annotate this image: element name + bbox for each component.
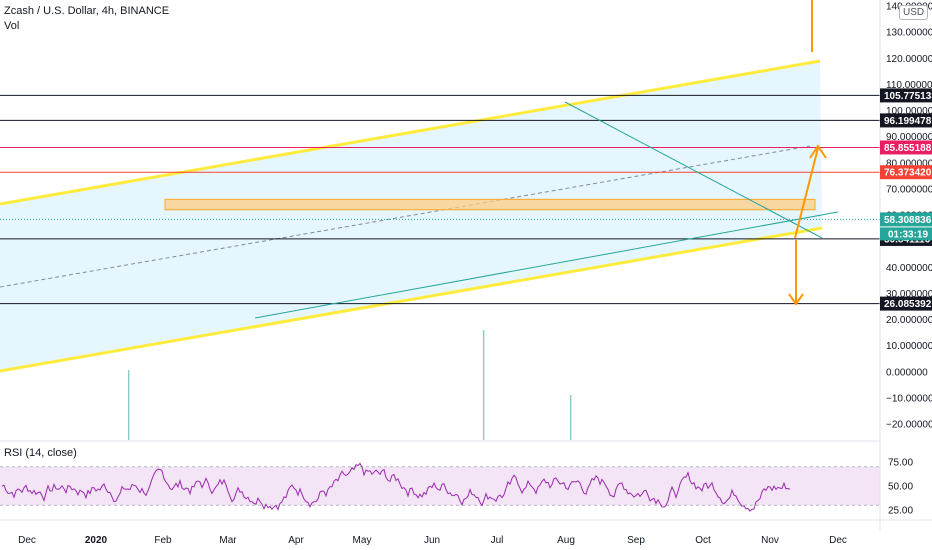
price-tick-13: 10.000000 [886,341,932,352]
time-tick-5: May [353,535,372,546]
time-tick-3: Mar [219,535,237,546]
price-tick-2: 120.000000 [886,54,932,65]
price-tick-6: 80.000000 [886,158,932,169]
rsi-line [1,462,791,512]
bullish-projection-arrow [794,147,819,239]
volume-spike-2 [570,395,572,440]
support-trendline [254,211,839,319]
channel-lower-line [0,226,823,373]
time-tick-6: Jun [424,535,440,546]
level-tag-3: 76.373420 [884,168,932,179]
time-tick-8: Aug [557,535,575,546]
rsi-tick-1: 50.00 [888,482,913,493]
price-tick-4: 100.000000 [886,106,932,117]
countdown-bg [880,227,932,241]
time-tick-12: Dec [829,535,847,546]
countdown-tag: 01:33:19 [888,229,928,240]
bearish-arrow-head [788,293,804,306]
time-tick-4: Apr [288,535,304,546]
time-tick-9: Sep [627,535,645,546]
price-tick-16: −20.000000 [886,420,932,431]
time-tick-1: 2020 [85,535,108,546]
level-tag-0: 105.775133 [884,91,932,102]
rsi-pane [0,440,932,521]
level-tag-2: 85.855188 [884,143,932,154]
price-tick-14: 0.000000 [886,367,928,378]
price-tick-12: 20.000000 [886,315,932,326]
price-pane [0,0,880,373]
level-tag-1-bg [880,113,932,128]
price-tick-5: 90.000000 [886,132,932,143]
current-price-tag-bg [880,212,932,227]
rsi-tick-2: 25.00 [888,506,913,517]
currency-button[interactable]: USD [899,5,929,20]
resistance-zone [164,198,816,211]
symbol-title[interactable]: Zcash / U.S. Dollar, 4h, BINANCE [4,5,170,17]
price-axis[interactable]: 140.000000130.000000120.000000110.000000… [879,0,932,530]
price-tick-15: −10.000000 [886,393,932,404]
level-tag-3-bg [880,165,932,180]
chart-legend: Zcash / U.S. Dollar, 4h, BINANCE Vol [4,4,169,34]
price-tick-7: 70.000000 [886,184,932,195]
channel-fill [0,61,822,371]
time-tick-10: Oct [695,535,711,546]
time-tick-0: Dec [18,535,36,546]
time-tick-7: Jul [491,535,504,546]
volume-pane [128,330,572,440]
rsi-tick-0: 75.00 [888,458,913,469]
price-tick-10: 40.000000 [886,263,932,274]
level-tag-2-bg [880,140,932,155]
price-tick-1: 130.000000 [886,28,932,39]
level-tag-5: 26.085392 [884,299,932,310]
level-tag-5-bg [880,296,932,311]
channel-upper-line [0,59,821,206]
price-tick-3: 110.000000 [886,80,932,91]
volume-spike-0 [128,370,130,440]
level-tag-0-bg [880,88,932,103]
rsi-band [0,466,880,506]
rsi-label[interactable]: RSI (14, close) [4,447,77,459]
resistance-trendline [564,101,823,239]
bullish-arrow-head [809,144,827,159]
price-tick-11: 30.000000 [886,289,932,300]
time-tick-2: Feb [154,535,172,546]
time-tick-11: Nov [761,535,779,546]
level-tag-1: 96.199478 [884,116,932,127]
current-price-tag: 58.308836 [884,215,932,226]
volume-spike-1 [483,330,485,440]
time-axis[interactable]: Dec 2020 Feb Mar Apr May Jun Jul Aug Sep Oct Nov Dec [18,535,847,546]
volume-label: Vol [4,20,20,32]
